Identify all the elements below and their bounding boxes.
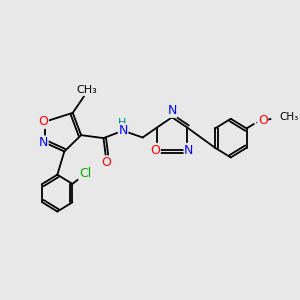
Text: N: N <box>167 104 177 117</box>
Text: N: N <box>39 136 48 149</box>
Text: O: O <box>38 115 48 128</box>
Text: CH₃: CH₃ <box>279 112 298 122</box>
Text: N: N <box>184 143 194 157</box>
Text: CH₃: CH₃ <box>76 85 97 95</box>
Text: Cl: Cl <box>79 167 91 180</box>
Text: O: O <box>101 156 111 169</box>
Text: H: H <box>118 118 126 128</box>
Text: O: O <box>150 143 160 157</box>
Text: N: N <box>118 124 128 137</box>
Text: O: O <box>258 114 268 127</box>
